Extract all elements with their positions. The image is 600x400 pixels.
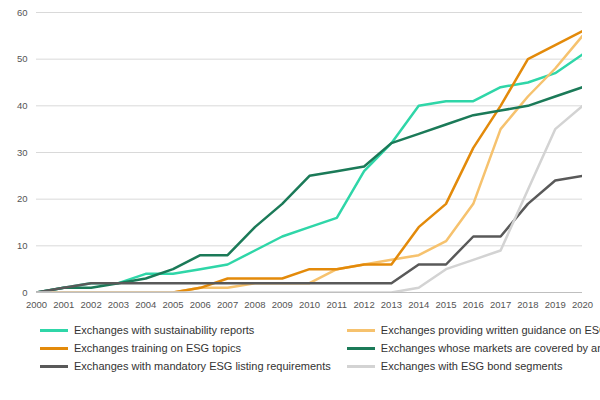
svg-text:2000: 2000 [26,299,47,310]
svg-text:2016: 2016 [463,299,484,310]
svg-text:2006: 2006 [190,299,211,310]
svg-text:20: 20 [17,193,28,204]
svg-text:2019: 2019 [545,299,566,310]
svg-text:40: 40 [17,100,28,111]
svg-text:2002: 2002 [81,299,102,310]
svg-text:10: 10 [17,240,28,251]
svg-text:2017: 2017 [490,299,511,310]
html-text:Exchanges with mandatory ESG l: Exchanges with mandatory ESG listing req… [74,360,331,372]
svg-text:2018: 2018 [517,299,538,310]
svg-text:2013: 2013 [381,299,402,310]
svg-text:2011: 2011 [327,299,347,310]
svg-text:2009: 2009 [272,299,293,310]
svg-text:50: 50 [17,53,28,64]
svg-text:2010: 2010 [299,299,320,310]
html-text:Exchanges with ESG bond segmen: Exchanges with ESG bond segments [380,360,563,372]
svg-text:2001: 2001 [53,299,74,310]
svg-text:0: 0 [22,287,27,298]
svg-text:2007: 2007 [217,299,238,310]
svg-text:60: 60 [17,7,28,18]
svg-text:2004: 2004 [135,299,156,310]
svg-text:30: 30 [17,147,28,158]
svg-text:2008: 2008 [244,299,265,310]
svg-text:2020: 2020 [572,299,593,310]
svg-text:2012: 2012 [354,299,375,310]
svg-text:2014: 2014 [408,299,429,310]
svg-text:2015: 2015 [435,299,456,310]
svg-text:2003: 2003 [108,299,129,310]
html-text:Exchanges training on ESG topi: Exchanges training on ESG topics [74,342,241,354]
html-text:Exchanges with sustainability: Exchanges with sustainability reports [74,324,255,336]
svg-text:2005: 2005 [162,299,183,310]
